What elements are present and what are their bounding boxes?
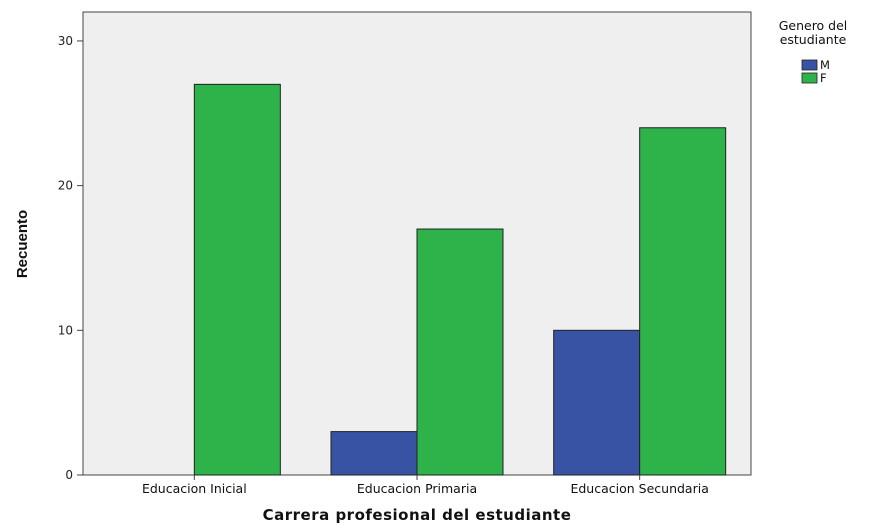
bar-f-1 xyxy=(416,228,504,476)
y-axis: 0 10 20 30 xyxy=(58,34,83,482)
legend-swatch-f xyxy=(801,72,818,84)
y-tick-label: 0 xyxy=(65,468,73,482)
legend: Genero del estudiante MF xyxy=(779,18,848,85)
legend-swatch-m xyxy=(801,59,818,71)
bar-m-1 xyxy=(330,431,418,476)
y-tick-label: 10 xyxy=(58,323,73,337)
legend-label-f: F xyxy=(820,71,827,85)
x-axis-title: Carrera profesional del estudiante xyxy=(263,506,572,524)
legend-label-m: M xyxy=(820,58,830,72)
bar-f-2 xyxy=(639,127,727,476)
x-tick-label: Educacion Secundaria xyxy=(570,481,708,496)
y-tick-label: 30 xyxy=(58,34,73,48)
x-tick-label: Educacion Primaria xyxy=(357,481,477,496)
x-tick-label: Educacion Inicial xyxy=(142,481,247,496)
legend-title-line-2: estudiante xyxy=(780,32,847,47)
bar-m-2 xyxy=(553,329,641,476)
y-tick-label: 20 xyxy=(58,179,73,193)
y-axis-title: Recuento xyxy=(14,210,31,278)
x-axis: Educacion Inicial Educacion Primaria Educa… xyxy=(142,475,709,496)
legend-title-line-1: Genero del xyxy=(779,18,848,33)
bar-f-0 xyxy=(193,83,281,476)
bars xyxy=(193,83,727,476)
